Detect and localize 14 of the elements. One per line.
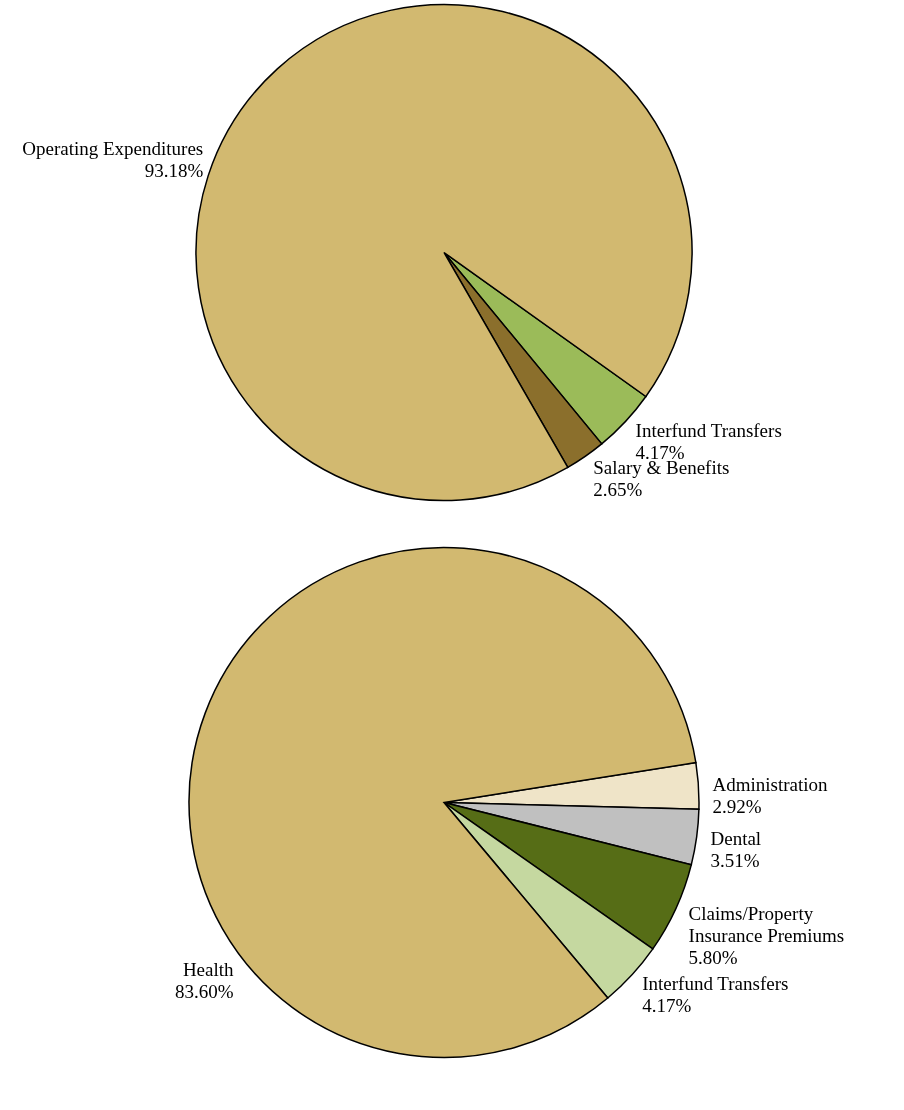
- data-label: 93.18%: [144, 160, 204, 182]
- slice-label: Operating Expenditures: [22, 138, 204, 160]
- data-label: 4.17%: [642, 995, 692, 1017]
- data-label: 3.51%: [710, 850, 760, 872]
- slice-label: Interfund Transfers: [635, 420, 782, 442]
- slice-label: Administration: [712, 773, 828, 795]
- slice-label: Interfund Transfers: [642, 973, 789, 995]
- data-label: 2.65%: [593, 478, 643, 500]
- data-label: 2.92%: [712, 795, 762, 817]
- data-label: 83.60%: [174, 981, 234, 1003]
- slice-label: Health: [182, 959, 235, 981]
- slice-label: Claims/Property Insurance Premiums: [688, 903, 845, 947]
- slice-label: Dental: [710, 828, 762, 850]
- data-label: 5.80%: [688, 947, 738, 969]
